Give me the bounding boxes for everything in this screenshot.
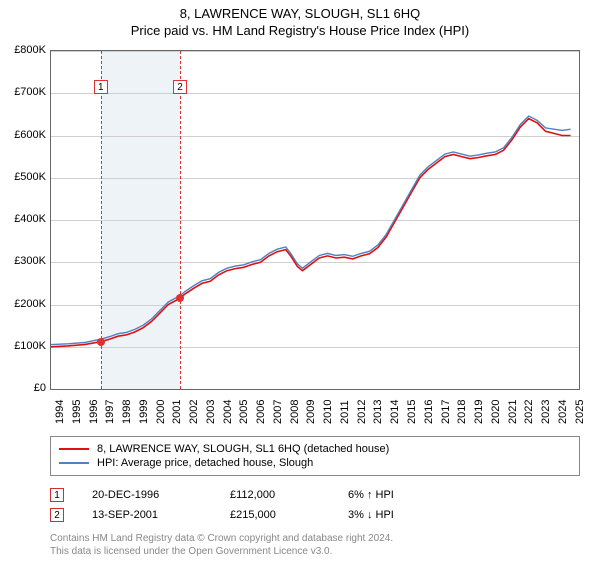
tx-price: £112,000 [230, 489, 320, 501]
x-tick-label: 1998 [121, 400, 133, 424]
y-tick-label: £400K [0, 213, 46, 225]
event-marker: 1 [94, 80, 108, 94]
table-row: 2 13-SEP-2001 £215,000 3% ↓ HPI [50, 508, 580, 522]
x-tick-label: 1995 [71, 400, 83, 424]
x-tick-label: 2011 [339, 400, 351, 424]
tx-marker: 2 [50, 508, 64, 522]
event-dot [97, 338, 105, 346]
transactions-table: 1 20-DEC-1996 £112,000 6% ↑ HPI 2 13-SEP… [50, 482, 580, 528]
footer-line: This data is licensed under the Open Gov… [50, 545, 580, 558]
y-tick-label: £200K [0, 298, 46, 310]
legend-label: 8, LAWRENCE WAY, SLOUGH, SL1 6HQ (detach… [97, 443, 389, 455]
legend-item: HPI: Average price, detached house, Slou… [59, 457, 571, 469]
legend-swatch [59, 448, 89, 450]
x-tick-label: 2018 [456, 400, 468, 424]
event-dot [176, 294, 184, 302]
x-tick-label: 2010 [322, 400, 334, 424]
x-tick-label: 2012 [356, 400, 368, 424]
y-tick-label: £500K [0, 171, 46, 183]
x-tick-label: 2020 [490, 400, 502, 424]
x-tick-label: 1997 [104, 400, 116, 424]
title-address: 8, LAWRENCE WAY, SLOUGH, SL1 6HQ [0, 6, 600, 21]
tx-delta: 6% ↑ HPI [348, 489, 394, 501]
y-tick-label: £100K [0, 340, 46, 352]
y-tick-label: £300K [0, 255, 46, 267]
x-tick-label: 1994 [54, 400, 66, 424]
line-layer [51, 51, 579, 389]
y-tick-label: £700K [0, 86, 46, 98]
chart-container: 8, LAWRENCE WAY, SLOUGH, SL1 6HQ Price p… [0, 6, 600, 566]
x-tick-label: 2003 [205, 400, 217, 424]
legend-item: 8, LAWRENCE WAY, SLOUGH, SL1 6HQ (detach… [59, 443, 571, 455]
x-tick-label: 2007 [272, 400, 284, 424]
x-tick-label: 2013 [372, 400, 384, 424]
y-tick-label: £600K [0, 129, 46, 141]
x-tick-label: 2001 [171, 400, 183, 424]
plot-area: 12 [50, 50, 580, 390]
table-row: 1 20-DEC-1996 £112,000 6% ↑ HPI [50, 488, 580, 502]
legend: 8, LAWRENCE WAY, SLOUGH, SL1 6HQ (detach… [50, 436, 580, 476]
x-tick-label: 2004 [222, 400, 234, 424]
footer-line: Contains HM Land Registry data © Crown c… [50, 532, 580, 545]
tx-date: 20-DEC-1996 [92, 489, 202, 501]
x-tick-label: 2024 [557, 400, 569, 424]
x-tick-label: 2022 [523, 400, 535, 424]
x-tick-label: 2021 [507, 400, 519, 424]
x-tick-label: 2005 [238, 400, 250, 424]
x-tick-label: 2000 [155, 400, 167, 424]
series-line-hpi [51, 116, 571, 345]
x-tick-label: 2023 [540, 400, 552, 424]
x-tick-label: 2016 [423, 400, 435, 424]
legend-swatch [59, 462, 89, 464]
x-tick-label: 2019 [473, 400, 485, 424]
legend-label: HPI: Average price, detached house, Slou… [97, 457, 313, 469]
y-tick-label: £800K [0, 44, 46, 56]
title-subtitle: Price paid vs. HM Land Registry's House … [0, 23, 600, 38]
x-tick-label: 1996 [88, 400, 100, 424]
y-tick-label: £0 [0, 382, 46, 394]
footer-attribution: Contains HM Land Registry data © Crown c… [50, 532, 580, 558]
x-tick-label: 2009 [305, 400, 317, 424]
x-tick-label: 2002 [188, 400, 200, 424]
x-tick-label: 2014 [389, 400, 401, 424]
x-tick-label: 2006 [255, 400, 267, 424]
event-line [180, 51, 181, 389]
x-tick-label: 2017 [440, 400, 452, 424]
tx-delta: 3% ↓ HPI [348, 509, 394, 521]
tx-date: 13-SEP-2001 [92, 509, 202, 521]
x-tick-label: 2008 [289, 400, 301, 424]
tx-marker: 1 [50, 488, 64, 502]
x-tick-label: 2025 [574, 400, 586, 424]
x-tick-label: 2015 [406, 400, 418, 424]
x-tick-label: 1999 [138, 400, 150, 424]
tx-price: £215,000 [230, 509, 320, 521]
event-marker: 2 [173, 80, 187, 94]
